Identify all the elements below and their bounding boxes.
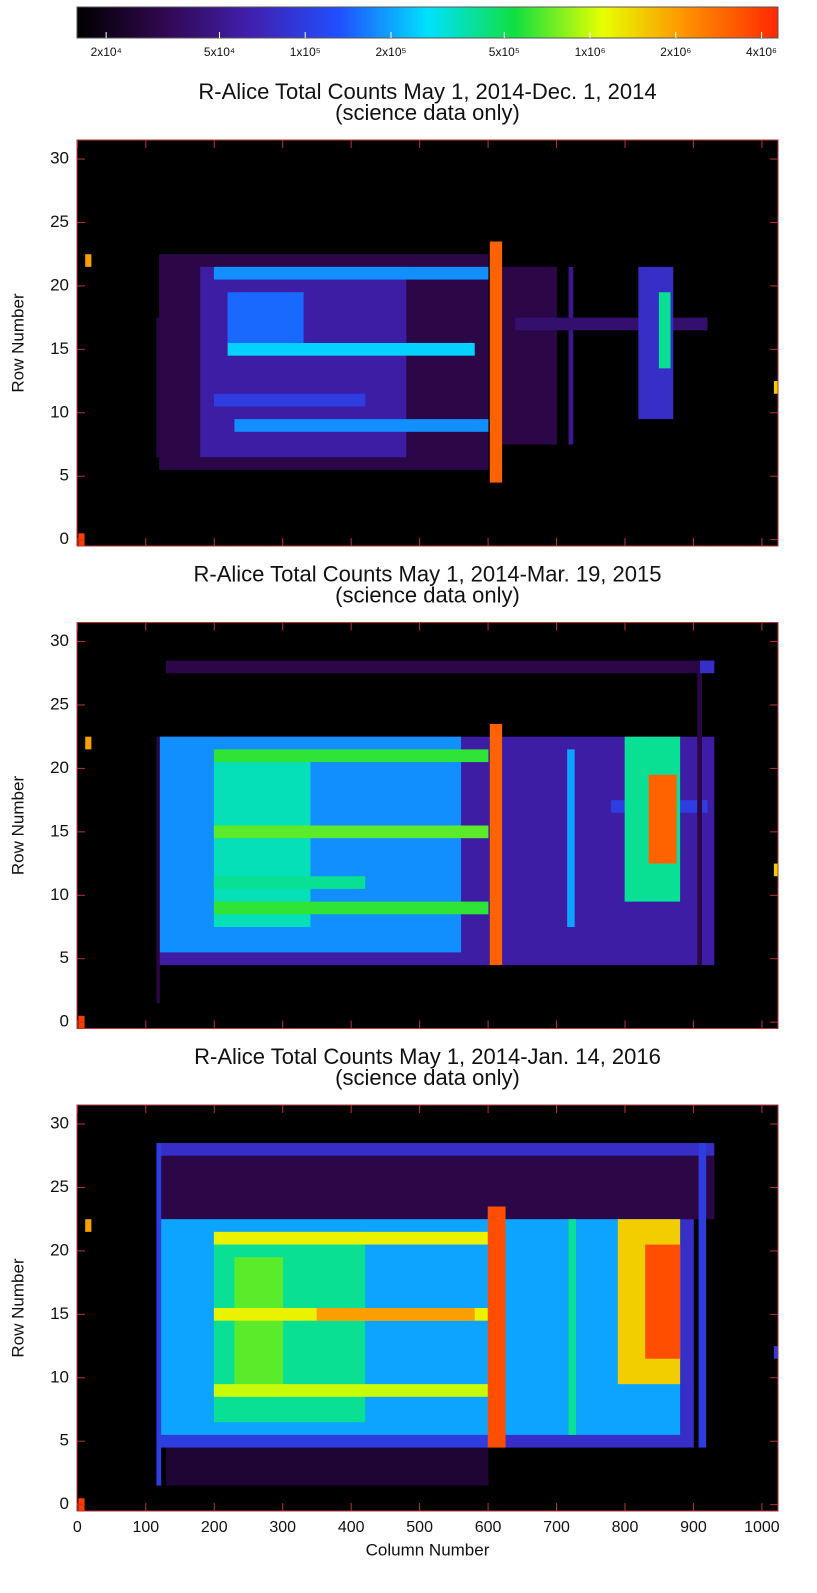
heat-cell — [234, 419, 489, 432]
y-axis-label: Row Number — [8, 1258, 27, 1358]
y-tick-label: 30 — [50, 631, 69, 650]
y-tick-label: 0 — [60, 1012, 69, 1031]
heat-cell — [316, 1308, 475, 1321]
y-tick-label: 30 — [50, 149, 69, 168]
y-tick-label: 30 — [50, 1114, 69, 1133]
heat-cell — [213, 266, 489, 280]
x-tick-label: 800 — [612, 1519, 639, 1536]
y-tick-label: 10 — [50, 402, 69, 421]
chart-subtitle: (science data only) — [335, 100, 520, 125]
heat-cell — [773, 381, 778, 394]
y-axis-label: Row Number — [8, 776, 27, 876]
y-tick-label: 20 — [50, 1240, 69, 1259]
colorbar-tick-label: 2x10⁴ — [91, 45, 122, 59]
chart-title: R-Alice Total Counts May 1, 2014-Jan. 14… — [194, 1044, 661, 1069]
heat-cell — [213, 901, 489, 915]
colorbar-tick-label: 2x10⁶ — [660, 45, 691, 59]
colorbar-tick-label: 5x10⁵ — [489, 45, 520, 59]
heat-cell — [213, 1231, 489, 1245]
x-tick-label: 1000 — [744, 1519, 780, 1536]
heat-cell — [501, 266, 557, 445]
heat-cell — [227, 343, 475, 356]
heat-cell — [489, 724, 503, 966]
y-tick-label: 0 — [60, 529, 69, 548]
x-tick-label: 500 — [406, 1519, 433, 1536]
x-axis-label: Column Number — [366, 1540, 490, 1559]
heat-cell — [85, 736, 92, 750]
y-tick-label: 25 — [50, 1177, 69, 1196]
heat-cell — [159, 1434, 489, 1448]
heat-cell — [568, 266, 574, 445]
heat-cell — [156, 1143, 162, 1486]
y-tick-label: 0 — [60, 1494, 69, 1513]
chart-subtitle: (science data only) — [335, 1065, 520, 1090]
heat-cell — [159, 1155, 715, 1220]
heat-cell — [567, 749, 575, 927]
heat-cell — [489, 241, 503, 483]
y-tick-label: 20 — [50, 275, 69, 294]
y-tick-label: 5 — [60, 466, 69, 485]
heat-cell — [213, 762, 311, 927]
y-tick-label: 15 — [50, 339, 69, 358]
colorbar-tick-label: 1x10⁶ — [575, 45, 606, 59]
x-tick-label: 400 — [338, 1519, 365, 1536]
heat-cell — [85, 1219, 92, 1232]
heat-cell — [159, 1143, 715, 1156]
heat-cell — [697, 660, 703, 966]
heat-cell — [165, 1447, 489, 1486]
chart-title: R-Alice Total Counts May 1, 2014-Mar. 19… — [194, 561, 662, 586]
chart-subtitle: (science data only) — [335, 582, 520, 607]
x-tick-label: 900 — [680, 1519, 707, 1536]
heat-cell — [699, 660, 715, 674]
colorbar — [76, 6, 779, 39]
heat-cell — [648, 774, 677, 864]
heat-cell — [85, 254, 92, 267]
chart-title: R-Alice Total Counts May 1, 2014-Dec. 1,… — [198, 79, 656, 104]
y-tick-label: 10 — [50, 1367, 69, 1386]
heat-cell — [698, 1143, 707, 1448]
y-tick-label: 15 — [50, 1304, 69, 1323]
x-tick-label: 0 — [73, 1519, 82, 1536]
heat-cell — [156, 317, 160, 458]
heat-cell — [156, 736, 160, 1004]
x-tick-label: 700 — [543, 1519, 570, 1536]
heat-cell — [213, 393, 366, 407]
y-tick-label: 5 — [60, 1431, 69, 1450]
heat-cell — [213, 749, 489, 763]
heat-cell — [165, 660, 708, 674]
x-tick-label: 100 — [132, 1519, 159, 1536]
y-tick-label: 25 — [50, 212, 69, 231]
y-tick-label: 25 — [50, 694, 69, 713]
colorbar-tick-label: 2x10⁵ — [375, 45, 406, 59]
heat-cell — [773, 863, 778, 877]
heat-cell — [645, 1244, 681, 1359]
x-tick-label: 300 — [269, 1519, 296, 1536]
y-axis-label: Row Number — [8, 293, 27, 393]
x-tick-label: 600 — [475, 1519, 502, 1536]
plot-frame — [76, 1104, 779, 1512]
plot-frame — [76, 622, 779, 1029]
heat-cell — [234, 1257, 284, 1397]
x-tick-label: 200 — [201, 1519, 228, 1536]
heat-cell — [213, 1384, 489, 1397]
y-tick-label: 10 — [50, 885, 69, 904]
heat-cell — [487, 1206, 506, 1448]
plot-frame — [76, 139, 779, 547]
y-tick-label: 5 — [60, 948, 69, 967]
heat-cell — [213, 876, 366, 889]
heat-cell — [227, 292, 304, 343]
heat-cell — [773, 1346, 778, 1359]
y-tick-label: 20 — [50, 758, 69, 777]
colorbar-tick-label: 4x10⁶ — [746, 45, 777, 59]
y-tick-label: 15 — [50, 821, 69, 840]
colorbar-tick-label: 5x10⁴ — [204, 45, 235, 59]
heat-cell — [568, 1219, 577, 1435]
heat-cell — [515, 317, 708, 331]
colorbar-tick-label: 1x10⁵ — [290, 45, 321, 59]
heat-cell — [213, 825, 489, 839]
heat-cell — [658, 292, 671, 369]
